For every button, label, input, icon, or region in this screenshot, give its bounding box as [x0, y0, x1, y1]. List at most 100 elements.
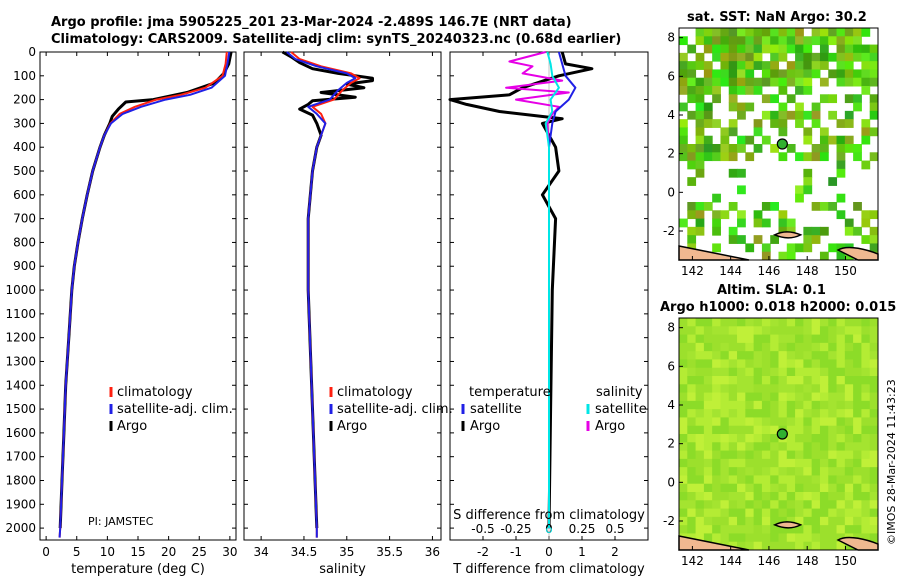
map-cell: [753, 475, 763, 485]
map-cell: [728, 392, 738, 402]
map-cell: [720, 475, 730, 485]
map-cell: [695, 334, 705, 344]
map-cell: [836, 483, 846, 493]
map-cell: [745, 492, 755, 501]
map-cell: [720, 508, 730, 518]
map-cell: [778, 400, 788, 410]
map-cell: [853, 359, 862, 369]
map-cell: [828, 376, 838, 385]
map-cell: [770, 119, 779, 128]
map-cell: [828, 508, 838, 518]
map-cell: [712, 77, 721, 87]
map-cell: [712, 525, 721, 534]
y-tick-label: 100: [13, 69, 36, 83]
map-cell: [778, 384, 788, 394]
map-cell: [720, 210, 730, 220]
map-cell: [745, 467, 755, 476]
map-cell: [703, 342, 713, 352]
map-cell: [861, 28, 871, 37]
map-cell: [712, 376, 721, 385]
map-cell: [753, 425, 763, 435]
map-cell: [811, 226, 821, 236]
map-cell: [745, 417, 755, 427]
map-cell: [844, 392, 854, 402]
map-cell: [745, 52, 755, 62]
map-cell: [836, 417, 846, 427]
map-cell: [778, 318, 788, 327]
map-cell: [844, 483, 854, 493]
map-cell: [836, 392, 846, 402]
map-cell: [795, 326, 804, 336]
sla-map-subtitle: Argo h1000: 0.018 h2000: 0.015: [660, 300, 897, 315]
legend-label: satellite: [470, 402, 522, 417]
map-cell: [753, 400, 763, 410]
map-cell: [753, 376, 763, 385]
map-cell: [720, 144, 730, 153]
map-cell: [811, 384, 821, 394]
map-cell: [679, 69, 688, 79]
map-cell: [828, 425, 838, 435]
map-cell: [728, 417, 738, 427]
map-cell: [737, 359, 746, 369]
map-cell: [869, 44, 879, 54]
map-cell: [720, 458, 730, 468]
map-cell: [687, 110, 697, 120]
zero-marker: [546, 527, 552, 533]
map-cell: [803, 541, 813, 551]
map-cell: [679, 326, 688, 336]
map-cell: [861, 351, 871, 360]
map-cell: [803, 516, 813, 526]
map-cell: [828, 69, 838, 79]
map-cell: [753, 235, 763, 244]
map-cell: [819, 516, 829, 526]
map-cell: [861, 160, 871, 170]
map-cell: [778, 110, 788, 120]
map-cell: [836, 500, 846, 510]
map-cell: [869, 492, 879, 501]
map-cell: [737, 210, 746, 220]
map-cell: [728, 334, 738, 344]
map-cell: [853, 334, 862, 344]
x-tick-label: 0: [42, 545, 50, 559]
map-cell: [687, 326, 697, 336]
map-cell: [745, 318, 755, 327]
map-cell: [737, 525, 746, 534]
map-cell: [745, 152, 755, 162]
map-cell: [778, 86, 788, 95]
map-cell: [770, 351, 779, 360]
legend-label: Argo: [337, 419, 367, 434]
map-cell: [803, 467, 813, 476]
map-cell: [811, 434, 821, 443]
y-tick-label: 300: [13, 116, 36, 130]
map-cell: [803, 44, 813, 54]
map-cell: [819, 36, 829, 46]
map-cell: [761, 61, 771, 70]
map-cell: [737, 52, 746, 62]
map-cell: [828, 94, 838, 104]
map-cell: [803, 152, 813, 162]
map-cell: [819, 409, 829, 418]
map-cell: [712, 193, 721, 203]
map-cell: [861, 400, 871, 410]
map-cell: [770, 318, 779, 327]
map-cell: [803, 442, 813, 452]
y-tick-label: 1500: [5, 402, 36, 416]
map-cell: [761, 450, 771, 460]
map-cell: [687, 367, 697, 377]
map-cell: [836, 351, 846, 360]
map-cell: [687, 44, 697, 54]
map-cell: [679, 52, 688, 62]
map-cell: [795, 392, 804, 402]
map-cell: [728, 475, 738, 485]
map-cell: [737, 376, 746, 385]
map-cell: [836, 152, 846, 162]
map-cell: [761, 94, 771, 104]
map-cell: [828, 359, 838, 369]
map-cell: [853, 492, 862, 501]
map-cell: [745, 342, 755, 352]
map-cell: [828, 533, 838, 543]
map-cell: [861, 516, 871, 526]
sst-map-title: sat. SST: NaN Argo: 30.2: [687, 10, 867, 25]
map-cell: [728, 409, 738, 418]
legend-label: satellite-adj. clim.: [117, 402, 233, 417]
